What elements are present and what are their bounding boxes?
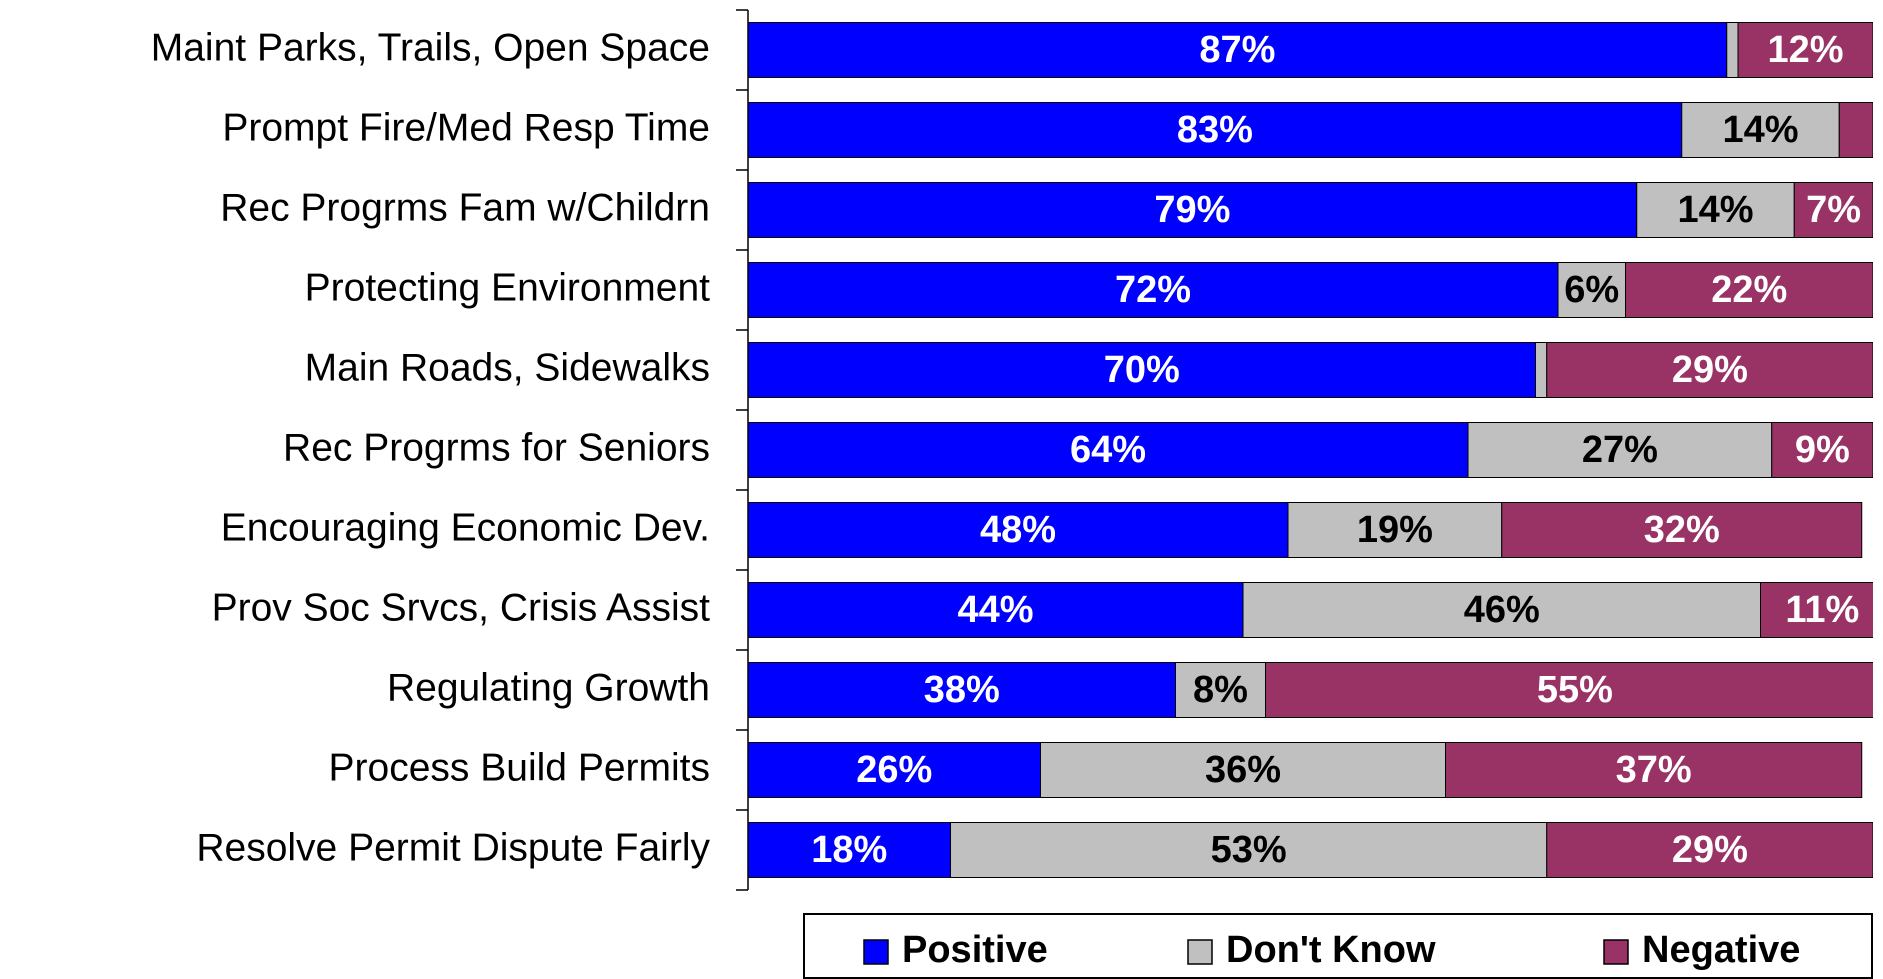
category-label: Protecting Environment <box>305 266 711 309</box>
category-label: Encouraging Economic Dev. <box>221 506 710 549</box>
value-label: 11% <box>1785 589 1859 631</box>
bar-segment <box>1546 342 1873 398</box>
legend-label: Positive <box>902 929 1048 971</box>
bar-segment <box>748 582 1244 638</box>
bar-segment <box>1760 582 1873 638</box>
category-label: Resolve Permit Dispute Fairly <box>196 826 710 869</box>
bar-segment <box>1242 582 1761 638</box>
category-label: Prompt Fire/Med Resp Time <box>222 106 710 149</box>
bar-segment <box>950 822 1548 878</box>
category-label: Rec Progrms for Seniors <box>283 426 710 469</box>
category-label: Regulating Growth <box>387 666 710 709</box>
legend-swatch <box>863 939 889 965</box>
plot-area: 87% 12%83% 14%79% 14% 7%72% 6% 22%70% 29%64% 27%… <box>748 22 1873 878</box>
bar-segment <box>1287 502 1503 558</box>
bar-segment <box>748 742 1041 798</box>
bar-segment <box>1625 262 1873 318</box>
value-label: 46% <box>1464 589 1540 631</box>
value-label: 29% <box>1672 349 1748 391</box>
value-label: 19% <box>1357 509 1433 551</box>
bar-segment <box>1838 102 1873 158</box>
bar-segment <box>1535 342 1548 398</box>
bar-segment <box>1265 662 1873 718</box>
category-label: Main Roads, Sidewalks <box>305 346 710 389</box>
bar-segment <box>1681 102 1840 158</box>
value-label: 37% <box>1616 749 1692 791</box>
bar-segment <box>748 182 1638 238</box>
legend-box <box>803 913 1873 979</box>
value-label: 79% <box>1154 189 1230 231</box>
category-label: Rec Progrms Fam w/Childrn <box>220 186 710 229</box>
category-label: Maint Parks, Trails, Open Space <box>151 26 710 69</box>
legend-label: Don't Know <box>1226 929 1436 971</box>
category-label: Process Build Permits <box>329 746 710 789</box>
bar-segment <box>1546 822 1873 878</box>
value-label: 22% <box>1711 269 1787 311</box>
bar-segment <box>1040 742 1446 798</box>
category-label: Prov Soc Srvcs, Crisis Assist <box>212 586 711 629</box>
value-label: 87% <box>1199 29 1275 71</box>
value-label: 29% <box>1672 829 1748 871</box>
value-label: 14% <box>1722 109 1798 151</box>
value-label: 8% <box>1193 669 1248 711</box>
value-label: 6% <box>1564 269 1619 311</box>
legend-swatch <box>1187 939 1213 965</box>
value-label: 26% <box>856 749 932 791</box>
value-label: 36% <box>1205 749 1281 791</box>
bar-segment <box>1726 22 1739 78</box>
value-label: 64% <box>1070 429 1146 471</box>
bar-segment <box>748 822 951 878</box>
bar-segment <box>1467 422 1773 478</box>
bar-segment <box>1737 22 1873 78</box>
bar-segment <box>1175 662 1266 718</box>
bar-segment <box>1557 262 1626 318</box>
bar-segment <box>1636 182 1795 238</box>
bar-segment <box>748 662 1176 718</box>
value-label: 32% <box>1644 509 1720 551</box>
bar-segment <box>1771 422 1873 478</box>
value-label: 70% <box>1104 349 1180 391</box>
bar-segment <box>1445 742 1863 798</box>
value-label: 55% <box>1537 669 1613 711</box>
value-label: 44% <box>957 589 1033 631</box>
value-label: 53% <box>1211 829 1287 871</box>
value-label: 12% <box>1767 29 1843 71</box>
bar-segment <box>748 22 1728 78</box>
value-label: 38% <box>924 669 1000 711</box>
value-label: 18% <box>811 829 887 871</box>
bar-segment <box>1501 502 1863 558</box>
value-label: 9% <box>1795 429 1850 471</box>
value-label: 14% <box>1677 189 1753 231</box>
value-label: 72% <box>1115 269 1191 311</box>
legend-swatch <box>1603 939 1629 965</box>
value-label: 83% <box>1177 109 1253 151</box>
legend-label: Negative <box>1642 929 1800 971</box>
bar-segment <box>748 262 1559 318</box>
bar-segment <box>748 342 1536 398</box>
bar-segment <box>748 422 1469 478</box>
value-label: 48% <box>980 509 1056 551</box>
bar-segment <box>1793 182 1873 238</box>
value-label: 7% <box>1806 189 1861 231</box>
bar-segment <box>748 502 1289 558</box>
value-label: 27% <box>1582 429 1658 471</box>
